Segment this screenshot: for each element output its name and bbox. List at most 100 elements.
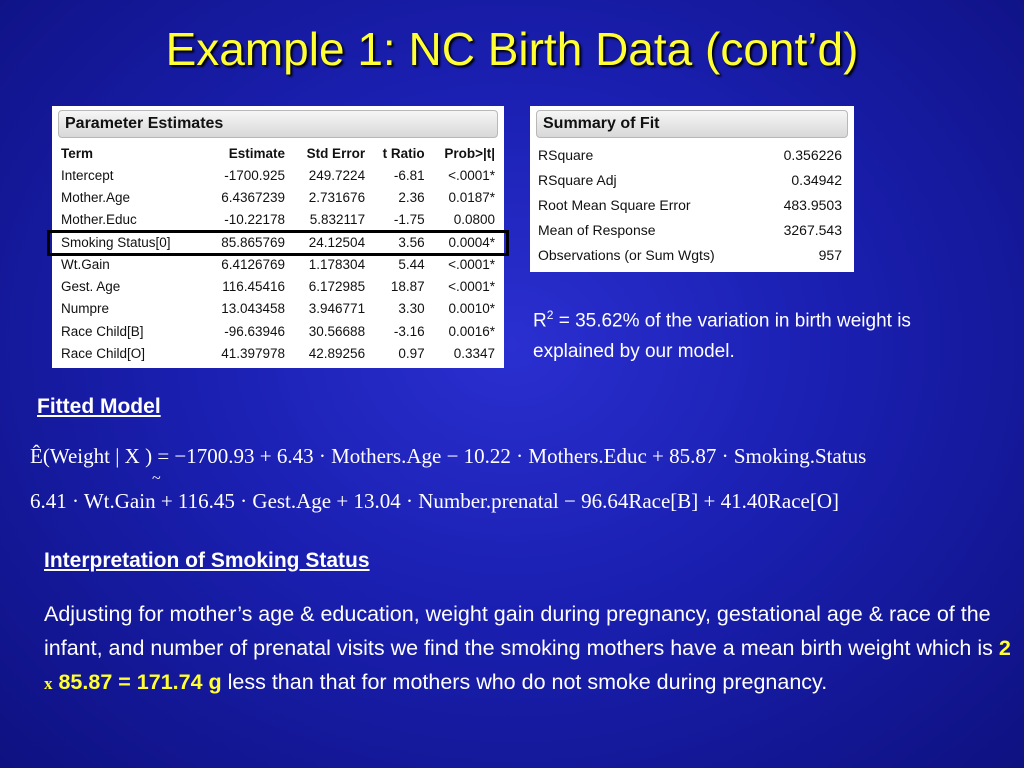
estimate-cell: 116.45416	[222, 279, 286, 295]
stat-value: 3267.543	[783, 221, 842, 238]
column-header-prob: Prob>|t|	[444, 145, 495, 161]
prob-cell: 0.0016*	[448, 323, 495, 339]
stat-label: RSquare	[538, 146, 594, 163]
term-cell: Gest. Age	[61, 279, 121, 295]
std-error-cell: 3.946771	[308, 301, 366, 317]
t-ratio-cell: 0.97	[398, 346, 425, 362]
term-cell: Wt.Gain	[61, 256, 110, 272]
term-cell: Race Child[B]	[61, 323, 144, 339]
summary-of-fit-table: RSquare 0.356226 RSquare Adj 0.34942 Roo…	[534, 142, 846, 267]
std-error-cell: 5.832117	[309, 212, 366, 228]
table-row: RSquare Adj 0.34942	[534, 167, 846, 192]
estimate-cell: 13.043458	[221, 301, 286, 317]
stat-value: 957	[818, 246, 842, 263]
summary-of-fit-panel: Summary of Fit RSquare 0.356226 RSquare …	[530, 106, 854, 272]
estimate-cell: -96.63946	[224, 323, 286, 339]
term-cell: Race Child[O]	[61, 346, 146, 362]
slide-title: Example 1: NC Birth Data (cont’d)	[165, 23, 859, 75]
interpretation-text-after: less than that for mothers who do not sm…	[221, 670, 828, 694]
summary-of-fit-header: Summary of Fit	[536, 110, 848, 138]
t-ratio-cell: -3.16	[393, 323, 425, 339]
highlight-times-sign: x	[44, 674, 53, 693]
std-error-cell: 249.7224	[308, 167, 366, 183]
fitted-equation-line-2: 6.41 · Wt.Gain + 116.45 · Gest.Age + 13.…	[30, 489, 840, 513]
prob-cell: <.0001*	[448, 256, 495, 272]
stat-label: Mean of Response	[538, 221, 656, 238]
term-cell: Mother.Age	[61, 189, 131, 205]
estimate-cell: 6.4367239	[221, 189, 286, 205]
table-row: Race Child[B] -96.63946 30.56688 -3.16 0…	[58, 320, 498, 342]
table-row: Intercept -1700.925 249.7224 -6.81 <.000…	[58, 164, 498, 186]
prob-cell: 0.3347	[453, 346, 495, 362]
parameter-estimates-panel: Parameter Estimates Term Estimate Std Er…	[52, 106, 504, 368]
highlight-multiplier: 2	[998, 636, 1011, 660]
interpretation-heading: Interpretation of Smoking Status	[44, 549, 370, 572]
table-row: Wt.Gain 6.4126769 1.178304 5.44 <.0001*	[58, 253, 498, 275]
column-header-term: Term	[61, 145, 94, 161]
term-cell: Smoking Status[0]	[61, 234, 171, 250]
std-error-cell: 6.172985	[308, 279, 366, 295]
t-ratio-cell: 5.44	[398, 256, 425, 272]
estimate-cell: 41.397978	[221, 346, 286, 362]
fitted-equation-line-1: Ê(Weight | X ) = −1700.93 + 6.43 · Mothe…	[30, 444, 867, 468]
r2-superscript: 2	[546, 308, 554, 322]
table-row-highlighted: Smoking Status[0] 85.865769 24.12504 3.5…	[58, 231, 498, 253]
prob-cell: 0.0010*	[448, 301, 495, 317]
t-ratio-cell: 3.56	[398, 234, 425, 250]
stat-value: 0.356226	[783, 146, 842, 163]
term-cell: Intercept	[61, 167, 114, 183]
t-ratio-cell: -6.81	[393, 167, 425, 183]
table-row: Numpre 13.043458 3.946771 3.30 0.0010*	[58, 298, 498, 320]
parameter-estimates-header: Parameter Estimates	[58, 110, 498, 138]
stat-label: Observations (or Sum Wgts)	[538, 246, 715, 263]
vector-tilde-mark: ~	[152, 470, 161, 487]
r-squared-note: R2 = 35.62% of the variation in birth we…	[533, 300, 953, 367]
table-header-row: Term Estimate Std Error t Ratio Prob>|t|	[58, 142, 498, 164]
column-header-std-error: Std Error	[306, 145, 366, 161]
std-error-cell: 24.12504	[308, 234, 366, 250]
stat-label: RSquare Adj	[538, 171, 617, 188]
prob-cell: 0.0800	[453, 212, 495, 228]
table-row: Mother.Age 6.4367239 2.731676 2.36 0.018…	[58, 186, 498, 208]
stat-label: Root Mean Square Error	[538, 196, 691, 213]
table-row: Root Mean Square Error 483.9503	[534, 192, 846, 217]
prob-cell: <.0001*	[448, 279, 495, 295]
interpretation-text-before: Adjusting for mother’s age & education, …	[44, 602, 999, 660]
t-ratio-cell: 3.30	[398, 301, 425, 317]
prob-cell: 0.0004*	[448, 234, 495, 250]
table-row: Observations (or Sum Wgts) 957	[534, 242, 846, 267]
r2-text: = 35.62% of the variation in birth weigh…	[533, 310, 911, 363]
smoking-status-highlight-box	[47, 230, 509, 256]
stat-value: 0.34942	[791, 171, 842, 188]
t-ratio-cell: -1.75	[393, 212, 425, 228]
parameter-estimates-title: Parameter Estimates	[65, 115, 224, 132]
estimate-cell: 85.865769	[221, 234, 286, 250]
t-ratio-cell: 2.36	[398, 189, 425, 205]
table-row: Race Child[O] 41.397978 42.89256 0.97 0.…	[58, 342, 498, 364]
prob-cell: <.0001*	[448, 167, 495, 183]
interpretation-paragraph: Adjusting for mother’s age & education, …	[44, 597, 1014, 701]
parameter-estimates-table: Term Estimate Std Error t Ratio Prob>|t|…	[58, 142, 498, 365]
table-row: Mean of Response 3267.543	[534, 217, 846, 242]
column-header-estimate: Estimate	[228, 145, 286, 161]
t-ratio-cell: 18.87	[390, 279, 425, 295]
estimate-cell: -10.22178	[224, 212, 286, 228]
std-error-cell: 30.56688	[308, 323, 366, 339]
prob-cell: 0.0187*	[448, 189, 495, 205]
highlight-result: 85.87 = 171.74 g	[52, 670, 222, 694]
stat-value: 483.9503	[783, 196, 842, 213]
term-cell: Mother.Educ	[61, 212, 137, 228]
r2-prefix: R	[533, 310, 547, 332]
table-row: Mother.Educ -10.22178 5.832117 -1.75 0.0…	[58, 209, 498, 231]
term-cell: Numpre	[61, 301, 110, 317]
table-row: Gest. Age 116.45416 6.172985 18.87 <.000…	[58, 275, 498, 297]
estimate-cell: -1700.925	[224, 167, 286, 183]
estimate-cell: 6.4126769	[221, 256, 286, 272]
table-row: RSquare 0.356226	[534, 142, 846, 167]
std-error-cell: 1.178304	[308, 256, 366, 272]
summary-of-fit-title: Summary of Fit	[543, 115, 660, 132]
std-error-cell: 42.89256	[308, 346, 366, 362]
std-error-cell: 2.731676	[308, 189, 366, 205]
fitted-model-heading: Fitted Model	[37, 395, 161, 418]
column-header-t-ratio: t Ratio	[382, 145, 425, 161]
